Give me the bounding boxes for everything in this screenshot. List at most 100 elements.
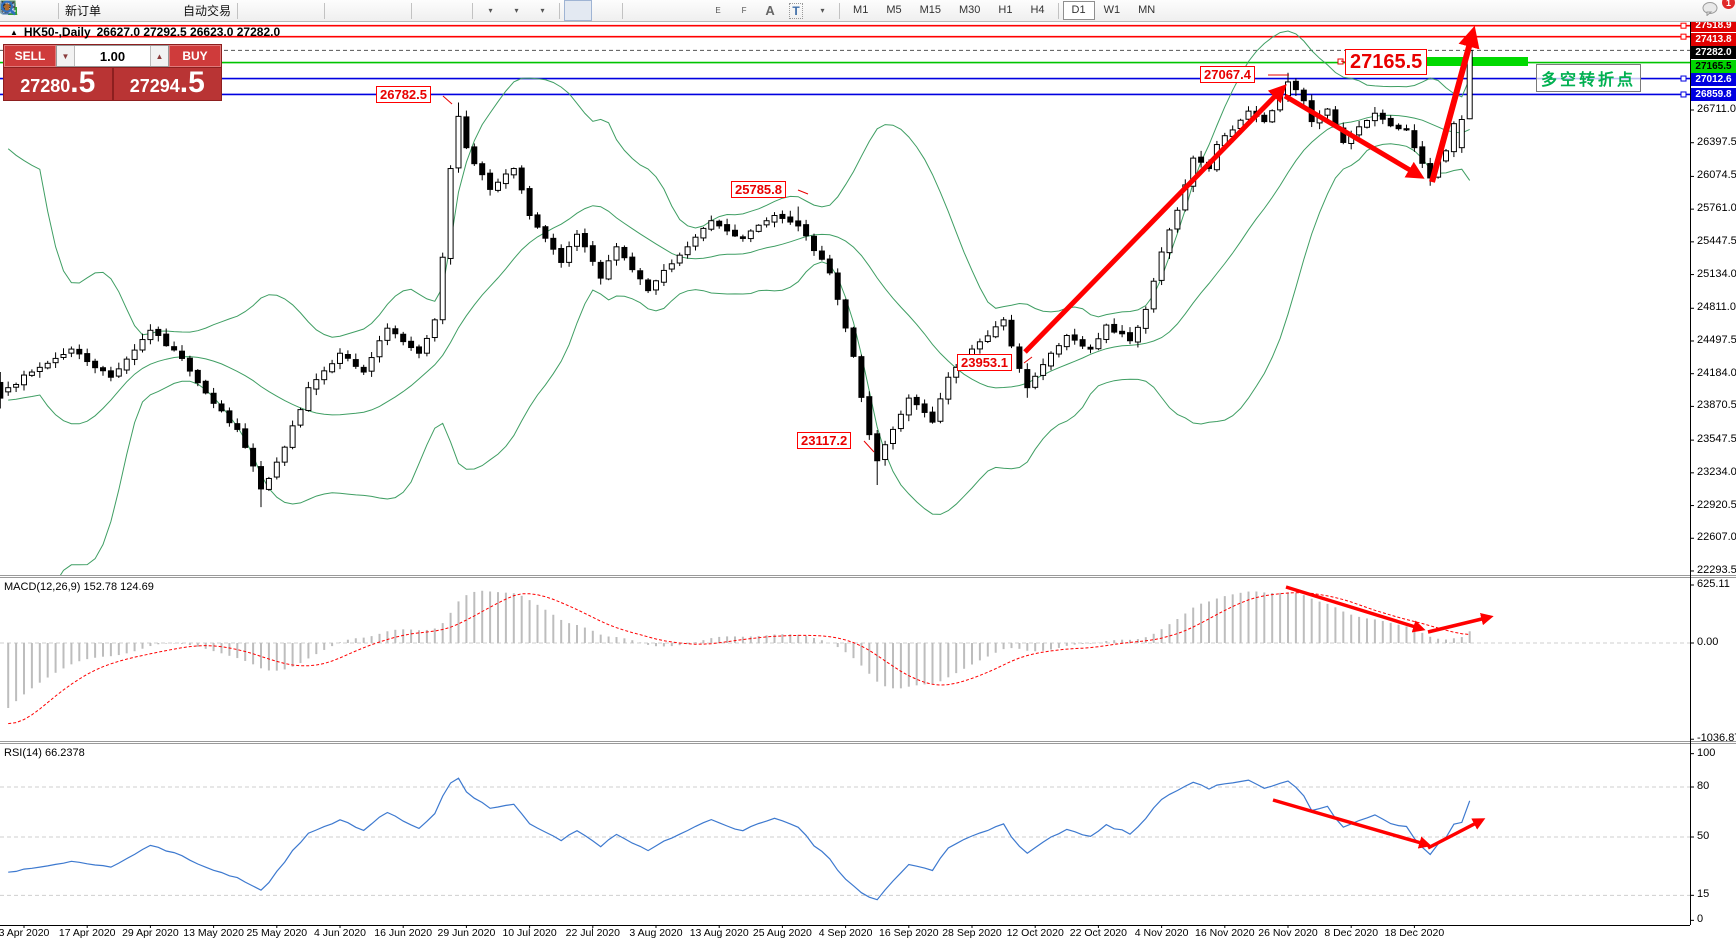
price-tick: 22293.5 (1697, 563, 1736, 576)
pane-separators (0, 575, 1736, 744)
search-button[interactable] (1, 0, 1694, 20)
volume-increase-button[interactable]: ▲ (150, 46, 168, 66)
chart-window-title: ▲ HK50-,Daily 26627.0 27292.5 26623.0 27… (10, 25, 280, 39)
price-tick: 25134.0 (1697, 267, 1736, 280)
notifications-button[interactable]: 1 (1702, 0, 1735, 20)
window-marker-icon: ▲ (10, 27, 18, 37)
autotrading-button[interactable]: 自动交易 (1, 1, 233, 20)
timeframe-H1[interactable]: H1 (998, 4, 1013, 16)
macd-histogram (7, 590, 1471, 709)
bar-chart-button[interactable] (1, 1, 268, 20)
new-order-button[interactable]: 新订单 (1, 0, 103, 20)
timeframe-W1[interactable]: W1 (1103, 4, 1121, 16)
chart-profiles-button[interactable] (0, 0, 54, 20)
metaeditor-button[interactable] (2, 0, 155, 20)
volume-decrease-button[interactable]: ▼ (57, 46, 75, 66)
rsi-tick: 0 (1697, 913, 1704, 926)
channel-suffix: E (715, 6, 721, 15)
rsi-tick: 80 (1697, 780, 1710, 792)
price-level-tag: 27282.0 (1691, 46, 1736, 60)
sell-price-display[interactable]: 27280.5 (4, 68, 112, 101)
timeframe-M15[interactable]: M15 (919, 4, 941, 16)
price-callout-label: 26782.5 (376, 86, 431, 103)
date-tick-label: 28 Sep 2020 (942, 927, 1002, 939)
trendline-button[interactable] (1, 1, 705, 20)
horizontal-line-button[interactable] (1, 1, 679, 20)
price-tick: 26711.0 (1697, 103, 1736, 115)
periods-button[interactable]: ▾ (1, 1, 529, 20)
timeframe-MN[interactable]: MN (1138, 4, 1156, 16)
indicators-button[interactable]: ▾ (0, 1, 503, 20)
rsi-line (8, 777, 1471, 901)
macd-indicator-label: MACD(12,26,9) 152.78 124.69 (4, 581, 154, 593)
date-tick-label: 10 Jul 2020 (502, 927, 557, 939)
price-level-tag: 27012.6 (1691, 73, 1736, 87)
line-chart-button[interactable] (0, 1, 320, 20)
date-tick-label: 29 Jun 2020 (437, 927, 496, 939)
text-label-button[interactable]: T (783, 1, 809, 20)
text-icon: A (765, 3, 775, 18)
date-tick-label: 16 Sep 2020 (879, 927, 939, 939)
date-tick-label: 4 Sep 2020 (818, 927, 873, 939)
signals-button[interactable] (0, 1, 181, 20)
timeframe-M1[interactable]: M1 (853, 4, 869, 16)
date-tick-label: 22 Oct 2020 (1069, 927, 1127, 939)
tile-windows-button[interactable] (0, 0, 407, 20)
periods-caret: ▾ (514, 6, 519, 15)
rsi-indicator-label: RSI(14) 66.2378 (4, 747, 85, 759)
templates-caret: ▾ (540, 6, 545, 15)
fibo-suffix: F (741, 6, 747, 15)
notification-badge: 1 (1722, 0, 1735, 9)
date-tick-label: 29 Apr 2020 (122, 927, 179, 939)
sell-button[interactable]: SELL (4, 45, 56, 67)
crosshair-button[interactable] (1, 1, 618, 20)
symbol-period: HK50-,Daily (23, 25, 91, 39)
zoom-out-button[interactable] (1, 1, 381, 20)
candlestick-chart-button[interactable] (1, 1, 294, 20)
styler-button[interactable] (2, 1, 129, 20)
equidistant-channel-button[interactable]: E (0, 1, 731, 20)
price-callout-label: 23117.2 (797, 432, 852, 449)
buy-price-display[interactable]: 27294.5 (114, 68, 222, 101)
vertical-line-button[interactable] (4, 1, 653, 20)
price-tick: 22607.0 (1697, 531, 1736, 544)
chart-shift-button[interactable] (1, 1, 468, 20)
ohlc-values: 26627.0 27292.5 26623.0 27282.0 (96, 25, 281, 39)
date-tick-label: 18 Dec 2020 (1384, 927, 1445, 939)
date-tick-label: 22 Jul 2020 (565, 927, 620, 939)
trend-arrows (1023, 25, 1494, 850)
date-tick-label: 25 May 2020 (246, 927, 308, 939)
rsi-tick: 100 (1697, 746, 1716, 759)
buy-button[interactable]: BUY (169, 45, 221, 67)
timeframe-D1[interactable]: D1 (1062, 1, 1095, 20)
date-tick-label: 3 Apr 2020 (0, 927, 50, 939)
date-tick-label: 8 Dec 2020 (1324, 927, 1379, 939)
timeframe-switcher: M1 M5 M15 M30 H1 H4 D1 W1 MN (844, 1, 1164, 20)
timeframe-H4[interactable]: H4 (1030, 4, 1045, 16)
sell-price-frac: .5 (70, 66, 96, 99)
arrows-tool-button[interactable]: ▾ (3, 1, 835, 20)
zoom-in-button[interactable] (1, 1, 355, 20)
fibonacci-button[interactable]: F (1, 1, 757, 20)
date-tick-label: 16 Nov 2020 (1195, 927, 1255, 939)
price-tick: 26397.5 (1697, 135, 1736, 148)
volume-input[interactable] (75, 46, 150, 66)
macd-tick: 625.11 (1697, 577, 1730, 590)
date-tick-label: 17 Apr 2020 (58, 927, 116, 939)
price-tick: 25761.0 (1697, 202, 1736, 215)
text-button[interactable]: A (757, 1, 783, 20)
one-click-trading-panel: SELL ▼ ▲ BUY 27280.5 27294.5 (3, 44, 222, 101)
cursor-button[interactable] (2, 0, 593, 21)
price-level-tag: 27518.9 (1691, 19, 1736, 33)
timeframe-M5[interactable]: M5 (886, 4, 902, 16)
price-tick: 23234.0 (1697, 465, 1736, 478)
price-callout-label: 25785.8 (731, 181, 786, 198)
templates-button[interactable]: ▾ (0, 1, 555, 20)
timeframe-M30[interactable]: M30 (959, 4, 981, 16)
indicators-caret: ▾ (488, 6, 493, 15)
date-tick-label: 25 Aug 2020 (752, 927, 812, 939)
price-tick: 23547.5 (1697, 433, 1736, 446)
auto-scroll-button[interactable] (1, 1, 442, 20)
